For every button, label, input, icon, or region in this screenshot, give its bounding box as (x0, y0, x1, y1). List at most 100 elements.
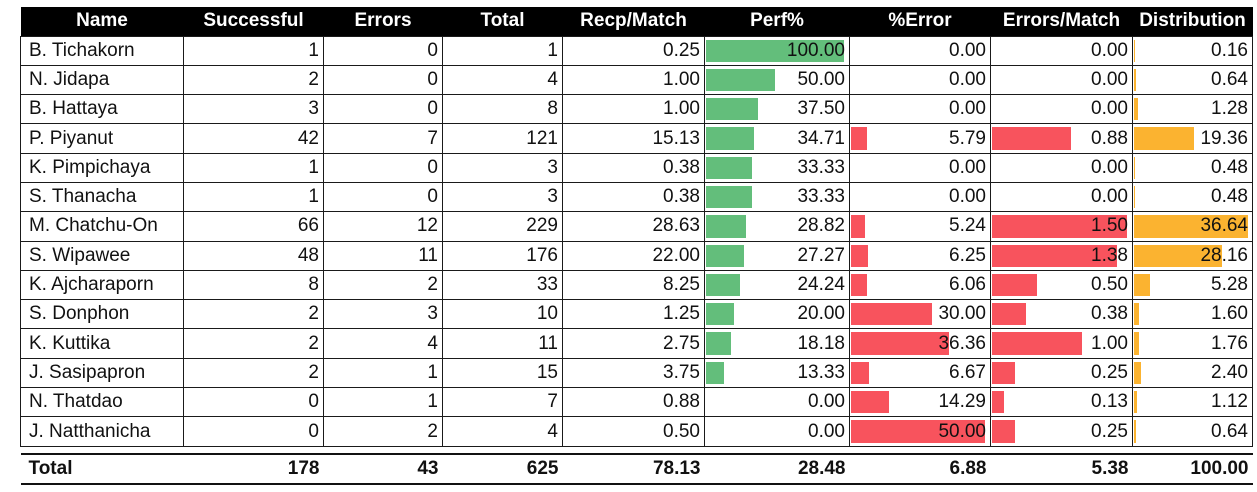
cell-value: 28.82 (797, 215, 845, 237)
cell-successful: 42 (183, 123, 324, 154)
cell-recp-match: 0.38 (562, 181, 705, 213)
col-header-recp-match[interactable]: Recp/Match (580, 10, 687, 32)
data-bar-errors-match (992, 215, 1128, 238)
cell-errors-match: 0.00 (990, 64, 1133, 96)
data-bar-perf-pct (706, 303, 734, 326)
cell-value: 6.25 (949, 244, 986, 266)
table-row: P. Piyanut 42 7 121 15.13 34.71 5.79 0.88 19.36 (20, 123, 1253, 154)
table-row: B. Hattaya 3 0 8 1.00 37.50 0.00 0.00 1.28 (20, 94, 1253, 125)
data-bar-error-pct (851, 361, 869, 385)
cell-name: K. Ajcharaporn (20, 269, 184, 301)
cell-value: 0.50 (1091, 274, 1128, 296)
cell-recp-match: 22.00 (562, 240, 705, 271)
cell-perf-pct: 34.71 (704, 123, 850, 154)
col-header-errors[interactable]: Errors (354, 10, 412, 32)
cell-successful: 2 (183, 328, 324, 359)
table-row: K. Kuttika 2 4 11 2.75 18.18 36.36 1.00 1.76 (20, 328, 1253, 359)
cell-value: 0.00 (1091, 98, 1128, 120)
total-distribution: 100.00 (1132, 452, 1253, 485)
cell-perf-pct: 28.82 (704, 211, 850, 242)
cell-value: 0.00 (1091, 39, 1128, 61)
data-bar-perf-pct (706, 127, 754, 150)
cell-successful: 8 (183, 269, 324, 301)
cell-recp-match: 0.38 (562, 152, 705, 183)
data-bar-errors-match (992, 244, 1117, 267)
cell-total: 121 (442, 123, 563, 154)
cell-distribution: 0.48 (1132, 181, 1253, 213)
cell-value: 0.00 (1091, 156, 1128, 178)
cell-distribution: 5.28 (1132, 269, 1253, 301)
data-bar-perf-pct (706, 215, 746, 238)
cell-recp-match: 0.25 (562, 35, 705, 66)
data-bar-distribution (1134, 68, 1136, 92)
col-header-errors-match[interactable]: Errors/Match (1002, 10, 1121, 32)
cell-value: 18.18 (797, 332, 845, 354)
cell-name: S. Thanacha (20, 181, 184, 213)
cell-errors: 4 (323, 328, 443, 359)
cell-error-pct: 30.00 (849, 299, 991, 330)
cell-recp-match: 8.25 (562, 269, 705, 301)
col-header-error-pct[interactable]: %Error (888, 10, 952, 32)
cell-error-pct: 0.00 (849, 64, 991, 96)
player-stats-table: Name Successful Errors Total Recp/Match … (20, 7, 1253, 485)
cell-errors-match: 0.50 (990, 269, 1133, 301)
cell-error-pct: 0.00 (849, 35, 991, 66)
cell-name: M. Chatchu-On (20, 211, 184, 242)
cell-value: 100.00 (786, 39, 845, 61)
cell-errors-match: 0.25 (990, 357, 1133, 389)
cell-recp-match: 15.13 (562, 123, 705, 154)
cell-value: 50.00 (938, 420, 986, 442)
table-row: N. Thatdao 0 1 7 0.88 0.00 14.29 0.13 1.12 (20, 387, 1253, 418)
cell-value: 28.16 (1200, 244, 1248, 266)
cell-errors-match: 0.38 (990, 299, 1133, 330)
cell-value: 0.00 (949, 39, 986, 61)
cell-errors: 0 (323, 94, 443, 125)
cell-value: 0.00 (1091, 186, 1128, 208)
cell-errors: 0 (323, 152, 443, 183)
data-bar-perf-pct (706, 156, 753, 179)
col-header-name[interactable]: Name (76, 10, 128, 32)
cell-value: 30.00 (938, 303, 986, 325)
cell-errors: 12 (323, 211, 443, 242)
cell-name: N. Thatdao (20, 387, 184, 418)
cell-value: 6.06 (949, 274, 986, 296)
cell-perf-pct: 27.27 (704, 240, 850, 271)
data-bar-perf-pct (706, 68, 776, 92)
table-footer: Total 178 43 625 78.13 28.48 6.88 5.38 1… (20, 446, 1253, 485)
col-header-distribution[interactable]: Distribution (1139, 10, 1246, 32)
header-row: Name Successful Errors Total Recp/Match … (20, 7, 1253, 36)
cell-total: 3 (442, 152, 563, 183)
data-bar-errors-match (992, 303, 1027, 326)
cell-error-pct: 0.00 (849, 152, 991, 183)
cell-recp-match: 1.25 (562, 299, 705, 330)
data-bar-distribution (1134, 185, 1136, 209)
cell-errors-match: 0.88 (990, 123, 1133, 154)
data-bar-distribution (1134, 391, 1138, 414)
cell-perf-pct: 18.18 (704, 328, 850, 359)
data-bar-error-pct (851, 420, 986, 443)
cell-recp-match: 1.00 (562, 64, 705, 96)
cell-name: J. Sasipapron (20, 357, 184, 389)
cell-value: 2.40 (1211, 361, 1248, 383)
col-header-successful[interactable]: Successful (203, 10, 304, 32)
col-header-perf-pct[interactable]: Perf% (750, 10, 804, 32)
cell-name: P. Piyanut (20, 123, 184, 154)
cell-total: 3 (442, 181, 563, 213)
col-header-total[interactable]: Total (480, 10, 525, 32)
total-recp-match: 78.13 (562, 452, 705, 485)
cell-value: 0.00 (949, 186, 986, 208)
data-bar-error-pct (851, 273, 868, 297)
cell-distribution: 36.64 (1132, 211, 1253, 242)
cell-perf-pct: 24.24 (704, 269, 850, 301)
cell-value: 0.00 (808, 391, 845, 413)
cell-successful: 66 (183, 211, 324, 242)
cell-successful: 48 (183, 240, 324, 271)
cell-name: J. Natthanicha (20, 416, 184, 447)
cell-distribution: 1.12 (1132, 387, 1253, 418)
table-row: K. Ajcharaporn 8 2 33 8.25 24.24 6.06 0.50 5.28 (20, 269, 1253, 301)
data-bar-perf-pct (706, 39, 845, 62)
data-bar-errors-match (992, 332, 1083, 355)
cell-error-pct: 14.29 (849, 387, 991, 418)
cell-error-pct: 5.24 (849, 211, 991, 242)
cell-value: 33.33 (797, 186, 845, 208)
